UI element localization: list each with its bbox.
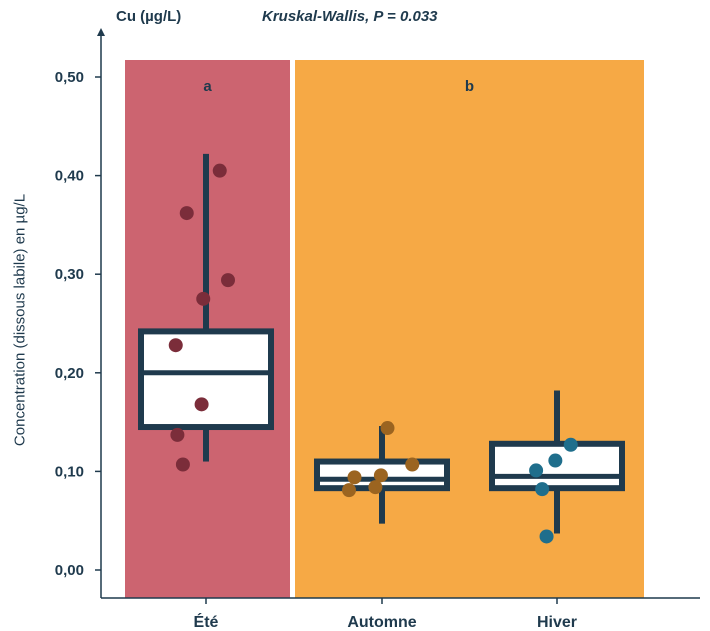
y-tick-label: 0,10: [55, 463, 84, 480]
data-point: [548, 453, 563, 468]
data-point: [342, 483, 356, 498]
y-tick-label: 0,20: [55, 365, 84, 382]
group-letter-a: a: [203, 78, 212, 95]
data-point: [175, 457, 190, 472]
data-point: [380, 421, 395, 436]
box-iqr: [138, 328, 274, 431]
y-tick-label: 0,50: [55, 69, 84, 86]
statistical-test-label: Kruskal-Wallis, P = 0.033: [262, 8, 438, 25]
data-point: [212, 163, 227, 178]
y-axis-arrow: [97, 28, 105, 36]
data-point: [221, 273, 235, 288]
group-band-b: [295, 60, 644, 598]
x-tick-label: Hiver: [537, 614, 577, 631]
y-tick-label: 0,30: [55, 266, 84, 283]
data-point: [405, 457, 420, 472]
group-letter-b: b: [465, 78, 474, 95]
data-point: [373, 468, 388, 483]
data-point: [563, 437, 578, 452]
y-tick-label: 0,40: [55, 168, 84, 185]
data-point: [529, 463, 544, 478]
data-point: [535, 482, 550, 497]
y-tick-label: 0,00: [55, 562, 84, 579]
data-point: [368, 480, 383, 495]
chart-element-label: Cu (µg/L): [116, 8, 182, 25]
data-point: [194, 397, 209, 412]
data-point: [196, 291, 211, 306]
x-tick-label: Automne: [347, 614, 416, 631]
data-point: [170, 427, 185, 442]
data-point: [539, 529, 554, 544]
x-tick-label: Été: [194, 612, 219, 631]
data-point: [179, 206, 194, 221]
data-point: [168, 338, 183, 353]
data-point: [347, 470, 362, 485]
